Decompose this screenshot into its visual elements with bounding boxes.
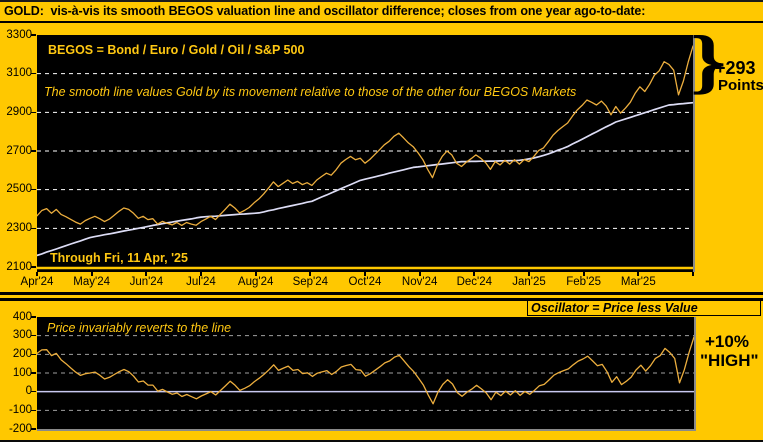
month-label: Jul'24 (186, 276, 216, 288)
oscillator-high-percent-label: +10% (705, 332, 749, 351)
main-chart-plot-area: BEGOS = Bond / Euro / Gold / Oil / S&P 5… (37, 35, 695, 272)
title-divider (0, 21, 763, 23)
month-label: Jun'24 (129, 276, 164, 288)
month-label: Feb'25 (566, 276, 602, 288)
month-tick-mark (36, 272, 38, 276)
month-label: Jan'25 (512, 276, 546, 288)
main-y-tick-label: 2100 (6, 260, 32, 273)
begos-legend-label: BEGOS = Bond / Euro / Gold / Oil / S&P 5… (48, 43, 305, 57)
oscillator-canvas (37, 335, 694, 411)
bottom-border (0, 440, 763, 442)
oscillator-plot-area: Price invariably reverts to the line (37, 317, 696, 431)
oscillator-header-label: Oscillator = Price less Value (531, 301, 698, 315)
osc-y-tick-mark (31, 372, 36, 374)
month-tick-mark (145, 272, 148, 276)
page-title: GOLD: vis-à-vis its smooth BEGOS valuati… (4, 4, 646, 18)
main-y-tick-mark (31, 227, 36, 230)
section-divider-bottom (0, 298, 763, 301)
month-tick-mark (582, 272, 585, 276)
osc-y-tick-label: 100 (12, 366, 32, 379)
osc-y-tick-mark (31, 409, 36, 412)
main-y-tick-label: 2500 (6, 183, 32, 196)
osc-y-tick-label: 400 (12, 310, 32, 323)
main-y-tick-label: 2700 (6, 144, 32, 157)
osc-y-tick-mark (31, 334, 36, 337)
month-tick-mark (254, 272, 257, 276)
main-y-tick-label: 3100 (6, 67, 32, 80)
month-tick-mark (473, 272, 476, 276)
section-divider-top (0, 292, 763, 295)
osc-y-tick-mark (31, 353, 36, 356)
osc-y-tick-label: 300 (12, 329, 32, 342)
month-tick-mark (364, 272, 366, 276)
month-label: Nov'24 (401, 276, 438, 288)
main-y-tick-mark (31, 34, 36, 36)
month-label: Aug'24 (237, 276, 274, 288)
osc-y-tick-mark (31, 316, 36, 318)
month-tick-mark (418, 272, 421, 276)
main-y-tick-mark (31, 188, 36, 191)
through-date-label: Through Fri, 11 Apr, '25 (50, 251, 188, 265)
month-tick-mark (200, 272, 202, 276)
spread-points-unit: Points (718, 77, 763, 94)
month-label: Apr'24 (20, 276, 54, 288)
osc-y-tick-label: 0 (25, 385, 32, 398)
month-tick-mark (309, 272, 312, 276)
osc-y-tick-label: -100 (8, 403, 32, 416)
main-y-tick-mark (31, 266, 36, 268)
month-label: May'24 (73, 276, 111, 288)
main-y-tick-label: 2300 (6, 221, 32, 234)
main-y-tick-mark (31, 72, 36, 75)
oscillator-header-box (527, 300, 761, 316)
month-label: Oct'24 (348, 276, 382, 288)
osc-y-tick-mark (31, 390, 36, 393)
curly-brace-annotation: } (690, 21, 727, 102)
spread-points-value: +293 (715, 58, 756, 78)
osc-y-tick-label: -200 (8, 422, 32, 435)
osc-y-tick-label: 200 (12, 347, 32, 360)
main-chart-canvas (37, 45, 693, 270)
oscillator-note: Price invariably reverts to the line (47, 321, 232, 335)
main-y-tick-label: 3300 (6, 28, 32, 41)
oscillator-high-word-label: "HIGH" (700, 351, 759, 370)
month-tick-mark (637, 272, 640, 276)
osc-y-tick-mark (31, 428, 36, 430)
month-tick-mark (692, 272, 694, 276)
main-y-tick-label: 2900 (6, 105, 32, 118)
month-tick-mark (528, 272, 530, 276)
smooth-line-note: The smooth line values Gold by its movem… (44, 85, 577, 99)
main-y-tick-mark (31, 150, 36, 152)
main-y-tick-mark (31, 111, 36, 114)
month-label: Mar'25 (620, 276, 656, 288)
month-label: Sep'24 (292, 276, 329, 288)
month-label: Dec'24 (456, 276, 493, 288)
month-tick-mark (90, 272, 93, 276)
